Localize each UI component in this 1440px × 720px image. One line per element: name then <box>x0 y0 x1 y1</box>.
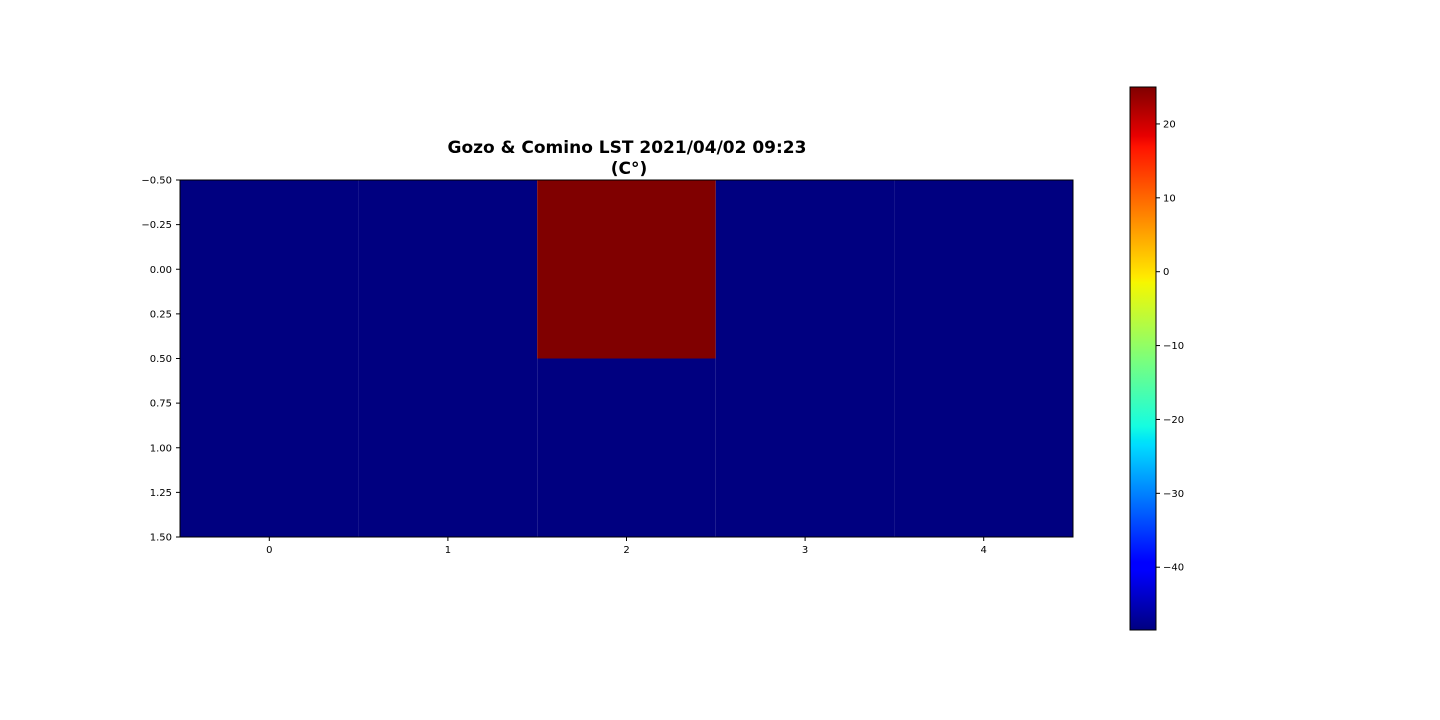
heatmap-cell <box>894 180 1073 359</box>
heatmap-cell <box>894 358 1073 537</box>
y-tick-label: 1.25 <box>150 488 172 499</box>
colorbar-tick-label: −30 <box>1163 489 1184 500</box>
colorbar-tick-label: 20 <box>1163 119 1176 130</box>
heatmap-cells <box>180 180 1073 537</box>
y-axis: −0.50 −0.25 0.00 0.25 0.50 0.75 1.00 1.25 1.50 <box>141 176 180 544</box>
heatmap-cell <box>715 180 895 359</box>
x-tick-label: 4 <box>981 545 987 556</box>
y-tick-label: 0.50 <box>150 354 172 365</box>
y-tick-label: −0.50 <box>141 176 172 187</box>
x-tick-label: 1 <box>445 545 451 556</box>
colorbar-tick-label: −20 <box>1163 415 1184 426</box>
x-axis: 0 1 2 3 4 <box>266 537 987 556</box>
x-tick-label: 2 <box>623 545 629 556</box>
heatmap-cell <box>537 358 716 537</box>
x-tick-label: 0 <box>266 545 272 556</box>
colorbar-axis: −40 −30 −20 −10 0 10 20 <box>1156 119 1184 574</box>
y-tick-label: 0.25 <box>150 309 172 320</box>
colorbar-tick-label: −10 <box>1163 341 1184 352</box>
colorbar-tick-label: 0 <box>1163 267 1169 278</box>
chart-title-line-1: Gozo & Comino LST 2021/04/02 09:23 <box>448 138 807 158</box>
heatmap-cell <box>358 358 538 537</box>
heatmap-cell <box>537 180 716 359</box>
colorbar-tick-label: −40 <box>1163 563 1184 574</box>
heatmap-cell <box>358 180 538 359</box>
y-tick-label: 0.75 <box>150 399 172 410</box>
y-tick-label: 0.00 <box>150 265 172 276</box>
y-tick-label: 1.50 <box>150 533 172 544</box>
colorbar-tick-label: 10 <box>1163 193 1176 204</box>
y-tick-label: 1.00 <box>150 443 172 454</box>
x-tick-label: 3 <box>802 545 808 556</box>
colorbar <box>1129 86 1157 631</box>
y-tick-label: −0.25 <box>141 220 172 231</box>
heatmap-cell <box>715 358 895 537</box>
heatmap-cell <box>180 358 359 537</box>
chart-title-line-2: (C°) <box>611 159 648 179</box>
heatmap-cell <box>180 180 359 359</box>
